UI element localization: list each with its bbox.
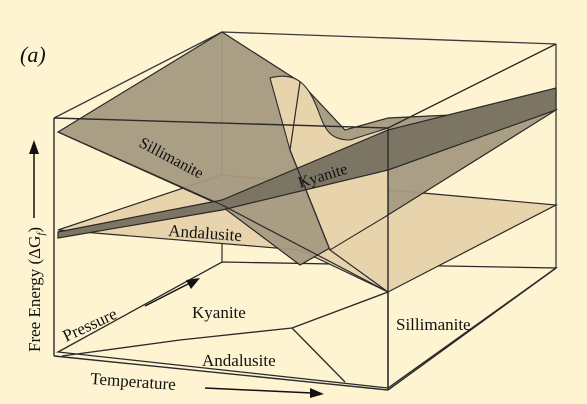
floor-kyanite-label: Kyanite <box>192 303 246 322</box>
y-axis-label-close: ) <box>25 227 44 233</box>
box-front-frame <box>53 43 557 391</box>
panel-label: (a) <box>20 42 46 67</box>
surface-intersection-lines <box>57 81 389 293</box>
floor-boundary-kyanite-sillimanite <box>291 291 389 329</box>
floor-boundary-kyanite-andalusite <box>61 327 293 357</box>
y-axis-label: Free Energy (ΔGf) <box>25 227 47 352</box>
floor-plane <box>55 261 558 389</box>
y-axis: Free Energy (ΔGf) <box>25 140 47 352</box>
floor-boundary-andalusite-sillimanite <box>291 327 346 383</box>
y-axis-label-sub: f <box>35 231 47 236</box>
temperature-arrow <box>204 387 324 398</box>
floor-sillimanite-label: Sillimanite <box>396 315 471 334</box>
floor-andalusite-label: Andalusite <box>202 351 276 370</box>
temperature-axis-label: Temperature <box>90 369 177 394</box>
pressure-arrow <box>144 278 200 307</box>
kyanite-surface <box>57 87 557 239</box>
y-axis-label-main: Free Energy (ΔG <box>25 236 44 352</box>
y-axis-arrowhead <box>29 140 39 154</box>
andalusite-surface-label: Andalusite <box>168 221 243 245</box>
